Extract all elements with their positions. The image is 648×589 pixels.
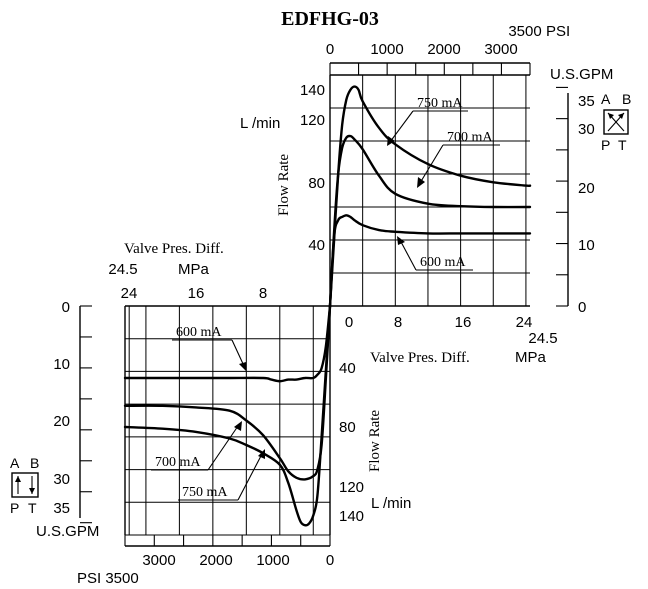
series-label-tr-600: 600 mA: [420, 255, 466, 270]
psi-unit-bottom: PSI 3500: [77, 570, 139, 587]
arrow-tr-750: [387, 136, 395, 146]
flow-tick-top-120: 120: [300, 112, 325, 129]
port-a-bottom: A: [10, 455, 20, 471]
port-p-top: P: [601, 137, 610, 153]
flow-tick-bottom-120: 120: [339, 479, 364, 496]
arrow-bl-600: [239, 362, 246, 371]
psi-tick-top-1000: 1000: [370, 41, 403, 58]
psi-unit-top: PSI: [546, 23, 570, 40]
gpm-scale-right-ticks: [556, 86, 568, 307]
leader-tr-700: [419, 144, 444, 184]
mpa-tick-right-8: 8: [394, 314, 402, 331]
arrow-tr-700: [417, 177, 425, 188]
curves-bottom-left: [123, 304, 332, 527]
curves-top-right: [328, 85, 532, 308]
psi-tick-top-2000: 2000: [427, 41, 460, 58]
psi-scale-bottom-ticks: [124, 535, 331, 546]
flow-tick-top-40: 40: [308, 237, 325, 254]
port-b-top: B: [622, 91, 631, 107]
mpa-tick-left-24: 24: [121, 285, 138, 302]
psi-tick-top-3500: 3500: [508, 23, 541, 40]
mpa-max-left: 24.5: [108, 261, 137, 278]
port-a-top: A: [601, 91, 611, 107]
psi-tick-bottom-0: 0: [326, 552, 334, 569]
port-t-bottom: T: [28, 500, 37, 516]
gpm-tick-right-20: 20: [578, 180, 595, 197]
flow-rate-label-top: Flow Rate: [276, 154, 292, 216]
mpa-unit-right: MPa: [515, 349, 547, 366]
flow-tick-top-80: 80: [308, 175, 325, 192]
mpa-tick-right-24: 24: [516, 314, 533, 331]
psi-tick-bottom-1000: 1000: [256, 552, 289, 569]
psi-tick-top-3000: 3000: [484, 41, 517, 58]
series-label-tr-750: 750 mA: [417, 96, 463, 111]
flow-tick-bottom-40: 40: [339, 360, 356, 377]
quadrant-pb-at: 3000 2000 1000 0 PSI 3500 0 10 20 30 35 …: [10, 241, 411, 587]
chart-title: EDFHG-03: [281, 8, 379, 30]
series-label-bl-750: 750 mA: [182, 485, 228, 500]
gpm-unit-top: U.S.GPM: [550, 66, 613, 83]
vpd-label-right: Valve Pres. Diff.: [370, 350, 470, 366]
psi-scale-top-ticks: [329, 63, 531, 75]
valve-symbol-pb-at: A B P T: [10, 455, 39, 516]
arrow-tr-600: [397, 236, 405, 245]
leader-tr-750: [389, 110, 414, 143]
gpm-tick-left-35: 35: [53, 500, 70, 517]
gpm-tick-left-20: 20: [53, 413, 70, 430]
leader-bl-750: [237, 453, 263, 501]
leader-tr-600: [399, 239, 417, 271]
port-p-bottom: P: [10, 500, 19, 516]
gpm-tick-left-0: 0: [62, 299, 70, 316]
arrow-bl-750: [258, 449, 265, 459]
flow-tick-bottom-140: 140: [339, 508, 364, 525]
gpm-unit-bottom: U.S.GPM: [36, 523, 99, 540]
curve-bl-600ma: [123, 304, 332, 383]
gpm-tick-right-35: 35: [578, 93, 595, 110]
psi-tick-bottom-2000: 2000: [199, 552, 232, 569]
curve-bl-700ma: [123, 304, 332, 481]
quadrant-pa-bt: 0 1000 2000 3000 3500 PSI U.S.GPM 35 30 …: [240, 23, 631, 366]
mpa-tick-left-8: 8: [259, 285, 267, 302]
flow-rate-label-bottom: Flow Rate: [367, 410, 383, 472]
vpd-label-left: Valve Pres. Diff.: [124, 241, 224, 257]
gpm-tick-right-30: 30: [578, 121, 595, 138]
curve-bl-750ma: [123, 304, 332, 527]
arrow-bl-700: [234, 421, 242, 431]
gpm-tick-right-0: 0: [578, 299, 586, 316]
series-label-tr-700: 700 mA: [447, 130, 493, 145]
port-t-top: T: [618, 137, 627, 153]
lmin-unit-bottom: L /min: [371, 495, 411, 512]
curve-tr-700ma: [328, 134, 532, 308]
lmin-unit-top: L /min: [240, 115, 280, 132]
series-label-bl-700: 700 mA: [155, 455, 201, 470]
valve-symbol-pa-bt: A B P T: [601, 91, 631, 153]
flow-tick-top-140: 140: [300, 82, 325, 99]
gpm-tick-left-30: 30: [53, 471, 70, 488]
mpa-tick-right-0: 0: [345, 314, 353, 331]
leader-bl-700: [207, 425, 239, 471]
port-b-bottom: B: [30, 455, 39, 471]
gpm-scale-left-ticks: [80, 305, 92, 524]
flow-tick-bottom-80: 80: [339, 419, 356, 436]
psi-tick-top-0: 0: [326, 41, 334, 58]
series-label-bl-600: 600 mA: [176, 325, 222, 340]
mpa-tick-left-16: 16: [188, 285, 205, 302]
psi-tick-bottom-3000: 3000: [142, 552, 175, 569]
gpm-tick-right-10: 10: [578, 237, 595, 254]
curve-tr-600ma: [328, 214, 532, 308]
mpa-tick-right-16: 16: [455, 314, 472, 331]
mpa-max-right: 24.5: [528, 330, 557, 347]
mpa-unit-left: MPa: [178, 261, 210, 278]
leader-bl-600: [231, 339, 245, 367]
gpm-tick-left-10: 10: [53, 356, 70, 373]
